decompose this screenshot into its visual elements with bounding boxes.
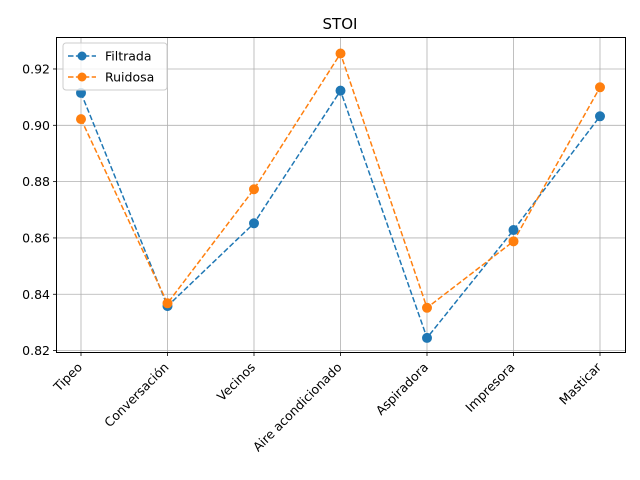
x-tick-label: Impresora <box>462 360 517 415</box>
data-point-ruidosa <box>595 82 605 93</box>
y-tick-label: 0.92 <box>22 61 50 76</box>
data-point-ruidosa <box>335 48 346 59</box>
legend-label: Filtrada <box>105 49 152 64</box>
x-tick-label: Vecinos <box>214 360 258 404</box>
x-tick-label: Aspiradora <box>373 360 431 418</box>
data-point-ruidosa <box>508 236 519 247</box>
data-point-filtrada <box>508 225 519 236</box>
x-tick-label: Aire acondicionado <box>250 360 345 455</box>
data-point-filtrada <box>422 332 432 343</box>
y-tick-label: 0.82 <box>22 343 50 358</box>
y-tick-label: 0.86 <box>22 230 50 245</box>
legend-marker <box>77 72 87 82</box>
legend-box <box>62 42 168 91</box>
legend-marker <box>77 51 87 61</box>
y-tick-label: 0.90 <box>22 118 50 133</box>
chart-title: STOI <box>323 15 358 33</box>
y-tick-label: 0.88 <box>22 174 50 189</box>
data-point-ruidosa <box>422 302 432 313</box>
series-layer <box>76 48 605 343</box>
y-axis: 0.82 0.84 0.86 0.88 0.90 0.92 <box>22 61 57 358</box>
data-point-ruidosa <box>249 184 259 195</box>
legend: Filtrada Ruidosa <box>62 42 168 91</box>
plot-frame <box>56 37 626 353</box>
data-point-filtrada <box>595 111 605 122</box>
y-tick-label: 0.84 <box>22 287 50 302</box>
data-point-ruidosa <box>76 114 86 125</box>
x-tick-label: Tipeo <box>50 360 85 395</box>
data-point-filtrada <box>249 218 259 229</box>
x-tick-label: Masticar <box>556 359 605 408</box>
legend-label: Ruidosa <box>105 70 154 85</box>
data-point-ruidosa <box>162 298 173 309</box>
data-point-filtrada <box>335 85 346 96</box>
x-tick-label: Conversación <box>101 360 171 430</box>
